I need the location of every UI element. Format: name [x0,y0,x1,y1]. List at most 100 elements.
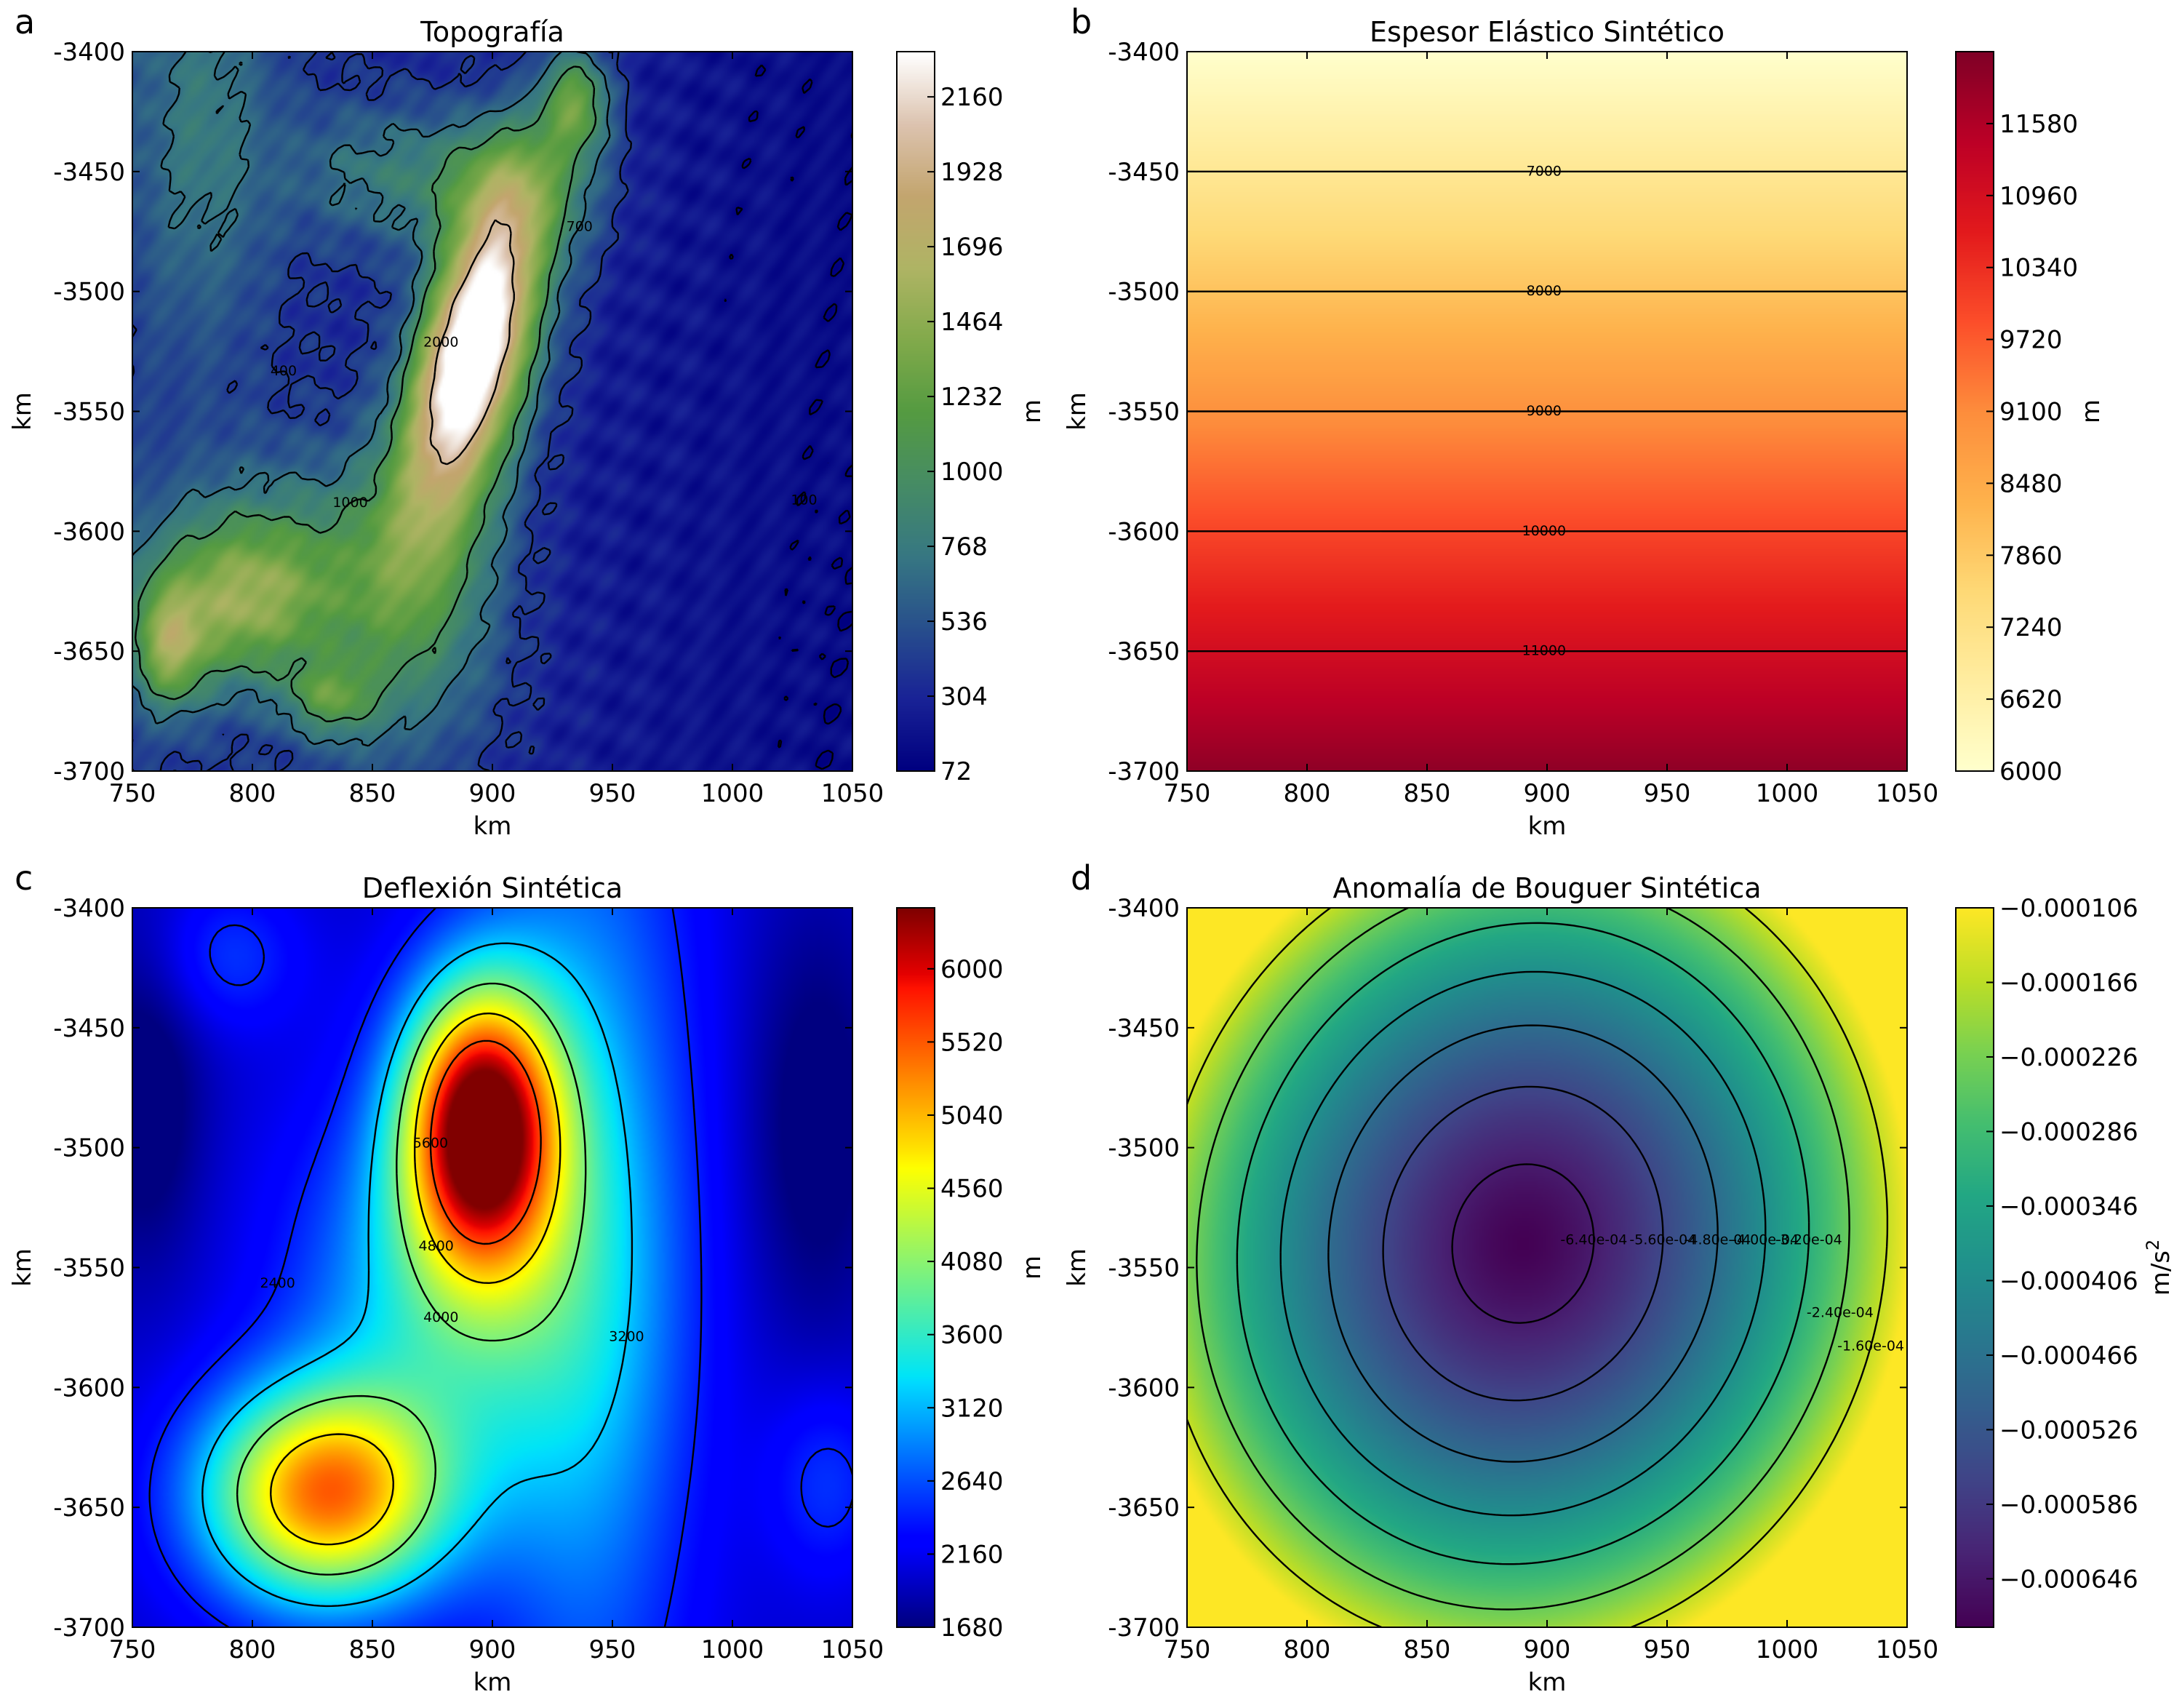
y-tick-label: -3400 [53,894,125,923]
x-tick-label: 900 [1524,1635,1571,1664]
panel-letter: c [15,858,33,898]
colorbar-tick-label: 3600 [940,1321,1004,1350]
colorbar-frame [896,907,935,1628]
panel-letter: d [1071,858,1092,898]
colorbar-tick-label: −0.000286 [1999,1117,2138,1146]
contour-label: 4800 [419,1238,454,1254]
colorbar-tick-label: −0.000106 [1999,894,2138,923]
y-tick-label: -3500 [1108,1134,1180,1163]
panel-d: d -1.60e-04 -2.40e-04 -3.20e-04-4.00e-04-4.… [1063,858,2175,1697]
x-tick-label: 950 [589,1635,636,1664]
y-tick-label: -3500 [1108,278,1180,307]
x-tick-label: 850 [349,779,396,808]
x-axis-label: km [1528,1668,1567,1697]
colorbar-label: m [1018,1256,1047,1280]
colorbar [897,52,935,771]
panel-title: Anomalía de Bouguer Sintética [1332,872,1761,904]
colorbar-tick-label: 536 [940,607,988,636]
y-tick-label: -3450 [1108,158,1180,187]
x-tick-label: 800 [1284,779,1331,808]
x-tick-label: 1000 [701,1635,764,1664]
x-tick-label: 800 [229,779,276,808]
y-tick-label: -3650 [53,637,125,666]
colorbar-tick-label: −0.000166 [1999,968,2138,997]
colorbar-tick-label: 4080 [940,1248,1004,1277]
colorbar-tick-label: 7860 [1999,541,2063,570]
contour-3200 [201,942,634,1608]
contour--0.00032 [1236,922,1810,1565]
colorbar-tick-label: 1696 [940,233,1004,262]
colorbar-tick-label: 2160 [940,83,1004,112]
y-tick-label: -3550 [1108,1254,1180,1283]
colorbar-tick-label: 9100 [1999,398,2063,427]
contour-100 [724,64,852,771]
y-tick-label: -3600 [1108,517,1180,546]
colorbar-tick-label: 5520 [940,1028,1004,1057]
contour-label: -1.60e-04 [1837,1338,1904,1354]
contour-label: 2400 [260,1275,295,1291]
colorbar-tick-label: 768 [940,532,988,562]
x-tick-label: 950 [1644,779,1691,808]
x-tick-label: 850 [1404,779,1451,808]
contour-label: 10000 [1522,523,1566,539]
colorbar-tick-label: 2640 [940,1467,1004,1496]
colorbar-tick-label: −0.000346 [1999,1192,2138,1221]
x-tick-label: 750 [1164,779,1211,808]
x-axis-label: km [473,812,512,841]
y-tick-label: -3550 [1108,398,1180,427]
y-axis-label: km [8,392,37,431]
colorbar-tick-label: 10960 [1999,182,2078,211]
contour-label: 1000 [332,495,367,511]
colorbar-tick-label: −0.000586 [1999,1490,2138,1520]
contour-label: -5.60e-04 [1629,1232,1696,1248]
x-tick-label: 900 [469,1635,516,1664]
contour-label: 100 [791,492,817,508]
contour-label: 8000 [1527,283,1562,299]
contour-label: 400 [271,363,297,379]
colorbar-tick-label: 1680 [940,1613,1004,1643]
y-axis-label: km [1063,1248,1092,1287]
y-tick-label: -3450 [1108,1014,1180,1043]
x-tick-label: 1000 [1756,1635,1819,1664]
colorbar-tick-label: 11580 [1999,110,2078,139]
heatmap-image [132,908,852,1627]
y-tick-label: -3550 [53,398,125,427]
y-tick-label: -3500 [53,1134,125,1163]
colorbar-tick-label: 1232 [940,383,1004,412]
colorbar-tick-label: 6000 [1999,757,2063,786]
y-tick-label: -3700 [53,1613,125,1643]
contour-label: 7000 [1527,163,1562,179]
colorbar [897,908,935,1627]
contour-4800 [270,1012,562,1546]
panel-title: Espesor Elástico Sintético [1370,16,1725,48]
colorbar-tick-label: 1928 [940,158,1004,187]
colorbar-tick-label: −0.000406 [1999,1266,2138,1296]
y-tick-label: -3650 [53,1493,125,1523]
y-tick-label: -3400 [53,38,125,67]
colorbar-tick-label: 6000 [940,955,1004,984]
contour-1000 [135,65,597,722]
colorbar-label: m/s2 [2143,1240,2175,1296]
colorbar-tick-label: 1000 [940,458,1004,487]
heatmap-image [1187,908,1907,1627]
x-axis-label: km [1528,812,1567,841]
y-tick-label: -3600 [53,517,125,546]
contour-5600 [429,1039,542,1245]
y-tick-label: -3700 [53,757,125,786]
contour-2000 [429,219,515,466]
y-tick-label: -3500 [53,278,125,307]
colorbar-tick-label: −0.000526 [1999,1416,2138,1445]
colorbar-label: m [1018,399,1047,423]
y-tick-label: -3600 [53,1373,125,1402]
x-tick-label: 900 [1524,779,1571,808]
contour-label: 11000 [1522,643,1566,659]
contour--0.0004 [1279,970,1767,1517]
colorbar-frame [896,51,935,772]
contour-400 [132,52,633,771]
x-tick-label: 800 [229,1635,276,1664]
colorbar-tick-label: 4560 [940,1175,1004,1204]
colorbar-tick-label: −0.000646 [1999,1565,2138,1594]
panel-letter: b [1071,2,1092,41]
x-tick-label: 850 [1404,1635,1451,1664]
